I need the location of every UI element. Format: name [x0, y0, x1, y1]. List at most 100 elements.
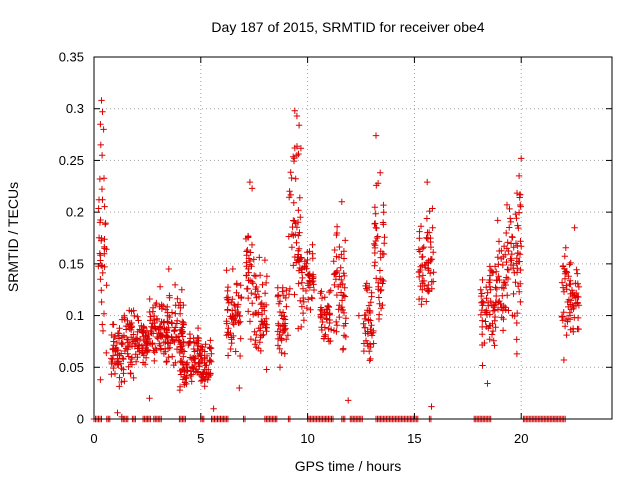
data-point [121, 312, 128, 319]
data-point [333, 223, 341, 230]
data-point [165, 265, 172, 273]
data-point [381, 240, 388, 247]
data-point [202, 362, 209, 369]
data-point [372, 132, 380, 139]
data-point [514, 242, 521, 249]
data-point [497, 300, 504, 308]
data-point [259, 281, 266, 288]
data-point [166, 294, 173, 301]
data-point [338, 297, 346, 304]
data-point [99, 321, 106, 328]
data-point [333, 229, 341, 237]
data-point [176, 383, 184, 390]
data-point [510, 244, 517, 251]
data-point [248, 185, 256, 192]
data-point [245, 308, 252, 315]
data-point [486, 336, 493, 343]
data-point [379, 301, 386, 309]
data-point [514, 249, 522, 257]
data-point [151, 357, 158, 365]
data-point [236, 352, 244, 360]
data-point [195, 352, 202, 360]
data-point [118, 365, 125, 372]
data-point [283, 336, 290, 343]
data-point [377, 305, 385, 312]
data-point [298, 266, 305, 273]
data-point [333, 322, 341, 329]
data-point [257, 347, 264, 355]
data-point [255, 311, 262, 318]
data-point [197, 346, 204, 353]
data-point [98, 287, 105, 294]
data-point [169, 337, 177, 344]
data-point [177, 304, 184, 312]
data-point [321, 294, 328, 301]
data-point [374, 233, 381, 240]
data-point [157, 330, 164, 338]
data-point [491, 313, 499, 321]
data-point [495, 261, 502, 268]
data-point [489, 307, 497, 315]
data-point [303, 265, 310, 272]
data-point [177, 358, 184, 365]
data-point [418, 301, 425, 308]
data-point [299, 274, 306, 282]
data-point [134, 354, 141, 361]
data-point [116, 374, 123, 381]
data-point [297, 145, 305, 152]
data-point [308, 278, 316, 286]
data-point [207, 357, 214, 364]
data-point [574, 270, 581, 277]
data-point [318, 324, 325, 331]
data-point [193, 338, 200, 346]
data-point [291, 144, 298, 152]
data-point [491, 342, 498, 349]
data-point [303, 304, 311, 312]
data-point [573, 266, 580, 273]
data-point [488, 331, 496, 338]
data-point [493, 268, 500, 275]
data-point [249, 300, 256, 307]
data-point [365, 317, 372, 324]
data-point [333, 291, 341, 299]
data-point [502, 304, 509, 311]
data-point [376, 311, 383, 318]
data-point [230, 312, 237, 320]
data-point [513, 189, 521, 197]
data-point [425, 281, 432, 289]
data-point [114, 355, 121, 362]
data-point [415, 268, 423, 276]
data-point [238, 294, 245, 302]
data-point [498, 247, 505, 254]
data-point [295, 247, 302, 254]
data-point [295, 232, 302, 239]
data-point [174, 295, 181, 302]
data-point [483, 309, 491, 316]
data-point [262, 279, 270, 287]
data-point [177, 341, 184, 348]
data-point [513, 215, 520, 222]
data-point [502, 251, 509, 258]
data-point [493, 285, 500, 293]
data-point [280, 292, 287, 299]
y-axis-label: SRMTID / TECUs [5, 182, 21, 292]
data-point [252, 337, 259, 344]
data-point [252, 309, 259, 317]
data-point [478, 299, 485, 306]
data-point [325, 335, 332, 342]
data-point [372, 237, 379, 245]
data-point [163, 358, 170, 366]
data-point [243, 263, 250, 270]
data-point [423, 234, 430, 242]
x-tick-label: 15 [407, 431, 421, 446]
plot-frame [93, 56, 613, 420]
data-point [114, 361, 121, 368]
data-point [513, 350, 521, 358]
data-point [128, 323, 136, 330]
data-point [380, 250, 388, 258]
data-point [237, 282, 244, 289]
data-point [149, 330, 157, 337]
data-point [276, 345, 283, 353]
data-point [263, 366, 270, 373]
data-point [326, 316, 333, 324]
